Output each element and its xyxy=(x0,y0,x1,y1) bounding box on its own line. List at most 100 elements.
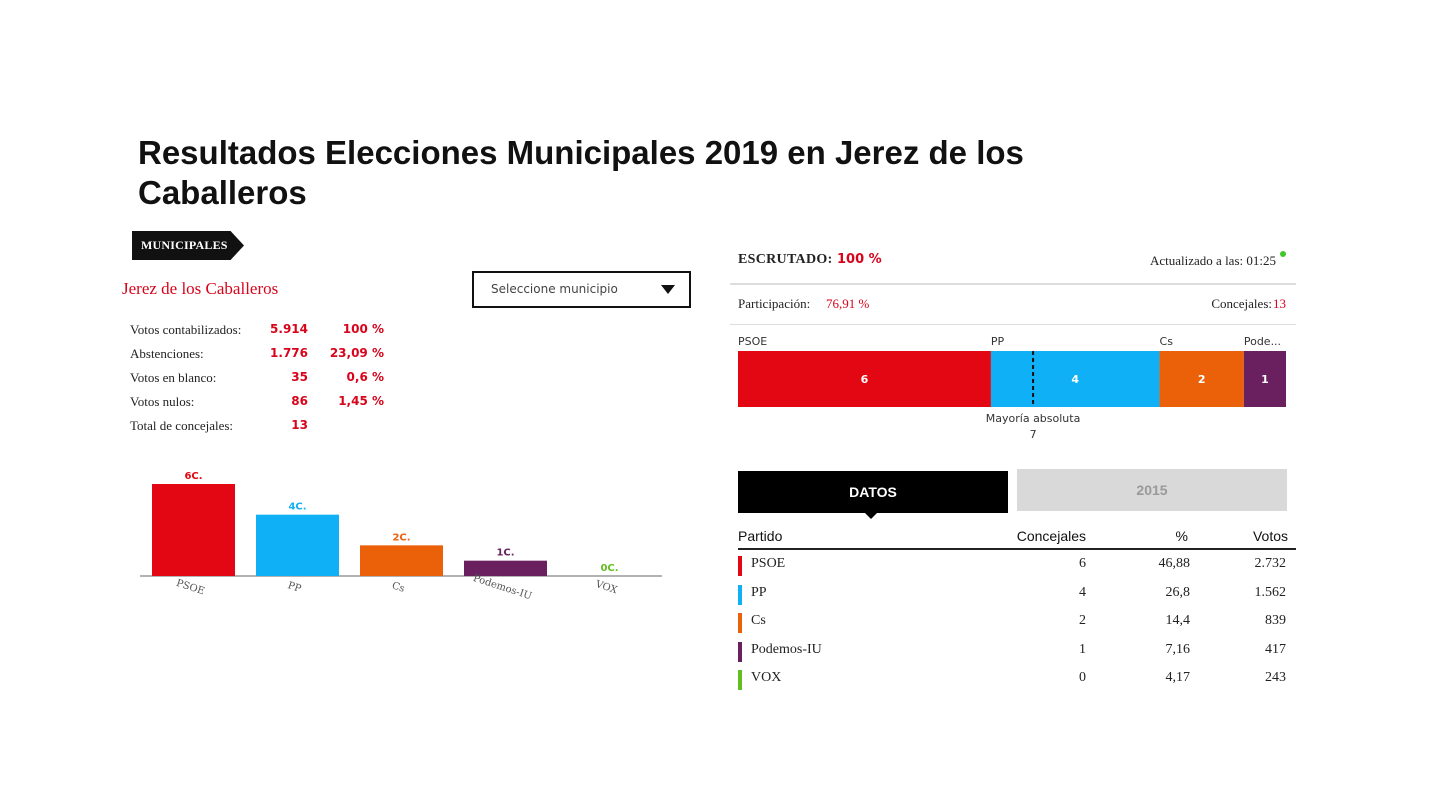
party-pct: 14,4 xyxy=(1165,613,1191,628)
concejales-value: 13 xyxy=(1273,296,1286,311)
bar-value-label: 2C. xyxy=(392,532,410,543)
summary-value: 1.776 xyxy=(270,346,308,360)
municipality-select-placeholder: Seleccione municipio xyxy=(491,282,618,296)
majority-label: Mayoría absoluta xyxy=(986,412,1081,425)
x-tick-label: PSOE xyxy=(175,578,206,597)
party-concejales: 6 xyxy=(1079,556,1086,571)
seat-segment-cs xyxy=(1159,351,1244,407)
party-votes: 1.562 xyxy=(1254,584,1287,600)
seat-distribution-bar: 6 PSOE 4 PP 2 Cs 1 Pode... Mayoría absoluta 7 xyxy=(738,335,1286,441)
seat-segment-psoe xyxy=(738,351,991,407)
seat-segment-value: 4 xyxy=(1071,373,1079,386)
table-row: PP 4 26,8 1.562 xyxy=(738,579,1296,608)
party-pct: 7,16 xyxy=(1165,641,1191,657)
header-votos[interactable]: Votos xyxy=(1252,528,1288,544)
bar-podemos-iu xyxy=(464,560,547,576)
party-pct: 46,88 xyxy=(1158,556,1191,571)
summary-label: Votos nulos: xyxy=(130,394,195,409)
bar-pp xyxy=(256,514,339,576)
party-votes: 839 xyxy=(1265,613,1286,628)
summary-pct: 0,6 % xyxy=(346,370,384,384)
x-tick-label: Podemos-IU xyxy=(472,573,533,602)
page-title: Resultados Elecciones Municipales 2019 e… xyxy=(138,134,1024,211)
party-name: VOX xyxy=(751,670,782,685)
summary-value: 86 xyxy=(291,394,308,408)
party-color-swatch xyxy=(738,556,742,576)
party-color-swatch xyxy=(738,641,742,662)
bar-value-label: 0C. xyxy=(600,563,618,574)
header-concejales[interactable]: Concejales xyxy=(1016,528,1086,544)
seat-segment-party-label: Cs xyxy=(1160,335,1174,348)
table-row: Cs 2 14,4 839 xyxy=(738,607,1296,636)
x-tick-label: PP xyxy=(286,580,302,595)
party-votes: 417 xyxy=(1265,641,1286,657)
seat-segment-pp xyxy=(990,351,1160,407)
table-row: VOX 0 4,17 243 xyxy=(738,664,1296,693)
party-color-swatch xyxy=(738,584,742,605)
summary-pct: 100 % xyxy=(342,322,384,336)
summary-value: 5.914 xyxy=(270,322,308,336)
participation-value: 76,91 % xyxy=(826,296,870,311)
party-color-swatch xyxy=(738,613,742,633)
header-pct[interactable]: % xyxy=(1175,528,1188,544)
tab-datos-label: DATOS xyxy=(849,484,897,500)
escrutado-value: 100 % xyxy=(837,252,882,267)
seat-segment-value: 6 xyxy=(861,373,869,386)
bar-cs xyxy=(360,545,443,576)
seats-bar-chart: 6C. PSOE 4C. PP 2C. Cs 1C. Podemos-IU 0C. VOX xyxy=(140,471,662,602)
summary-label: Votos contabilizados: xyxy=(130,322,242,337)
table-header: Partido Concejales % Votos xyxy=(738,524,1296,550)
summary-pct: 23,09 % xyxy=(329,346,384,360)
party-name: Cs xyxy=(751,613,766,628)
divider xyxy=(730,324,1296,325)
seat-segment-value: 1 xyxy=(1261,373,1269,386)
results-table: Partido Concejales % Votos PSOE 6 46,88 … xyxy=(738,524,1296,693)
party-votes: 2.732 xyxy=(1254,556,1287,571)
bar-psoe xyxy=(152,484,235,576)
results-tabs: DATOS 2015 xyxy=(738,469,1287,519)
escrutado-label: ESCRUTADO: xyxy=(738,252,833,267)
summary-pct: 1,45 % xyxy=(338,394,384,408)
caret-down-icon[interactable] xyxy=(661,285,675,294)
summary-value: 13 xyxy=(291,418,308,432)
bar-value-label: 6C. xyxy=(184,471,202,482)
concejales-label: Concejales: xyxy=(1211,296,1272,311)
seat-segment-party-label: PP xyxy=(991,335,1005,348)
bar-value-label: 4C. xyxy=(288,502,306,513)
party-pct: 4,17 xyxy=(1165,670,1191,685)
party-concejales: 0 xyxy=(1079,670,1086,685)
summary-label: Abstenciones: xyxy=(130,346,204,361)
tab-datos[interactable]: DATOS xyxy=(738,471,1008,519)
municipality-select[interactable]: Seleccione municipio xyxy=(472,271,691,308)
party-pct: 26,8 xyxy=(1165,584,1191,600)
seat-segment-podemos-iu xyxy=(1243,351,1286,407)
party-name: PSOE xyxy=(751,556,786,571)
summary-value: 35 xyxy=(291,370,308,384)
tab-2015[interactable]: 2015 xyxy=(1017,469,1287,511)
header-partido[interactable]: Partido xyxy=(738,528,783,544)
active-tab-pointer xyxy=(865,513,877,519)
party-name: PP xyxy=(751,584,767,600)
section-tag[interactable]: MUNICIPALES xyxy=(132,231,244,260)
x-tick-label: Cs xyxy=(390,580,406,594)
participation-label: Participación: xyxy=(738,296,811,311)
live-indicator-icon xyxy=(1280,251,1286,257)
summary-label: Total de concejales: xyxy=(130,418,234,433)
party-concejales: 4 xyxy=(1079,584,1086,600)
party-name: Podemos-IU xyxy=(751,641,822,657)
seat-segment-value: 2 xyxy=(1198,373,1206,386)
summary-label: Votos en blanco: xyxy=(130,370,217,385)
table-row: PSOE 6 46,88 2.732 xyxy=(738,550,1296,579)
party-color-swatch xyxy=(738,670,742,690)
party-concejales: 2 xyxy=(1079,613,1086,628)
party-votes: 243 xyxy=(1265,670,1286,685)
municipality-name: Jerez de los Caballeros xyxy=(122,279,279,298)
party-concejales: 1 xyxy=(1079,641,1086,657)
seat-segment-party-label: Pode... xyxy=(1244,335,1281,348)
updated-time: Actualizado a las: 01:25 xyxy=(1150,253,1276,268)
seat-segment-party-label: PSOE xyxy=(738,335,767,348)
divider xyxy=(730,283,1296,285)
bar-value-label: 1C. xyxy=(496,548,514,559)
majority-value: 7 xyxy=(1030,428,1037,441)
x-tick-label: VOX xyxy=(593,579,619,597)
